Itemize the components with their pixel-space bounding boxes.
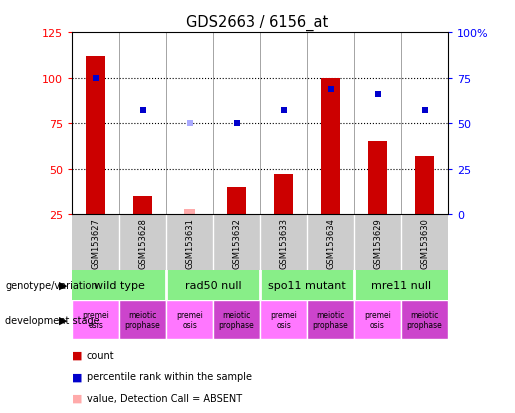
- Text: GSM153634: GSM153634: [326, 217, 335, 268]
- Bar: [166, 300, 213, 339]
- Text: meiotic
prophase: meiotic prophase: [407, 310, 442, 330]
- Text: ■: ■: [72, 393, 82, 403]
- Bar: [119, 300, 166, 339]
- Text: GSM153632: GSM153632: [232, 217, 241, 268]
- Text: ■: ■: [72, 350, 82, 360]
- Text: value, Detection Call = ABSENT: value, Detection Call = ABSENT: [87, 393, 242, 403]
- Bar: [260, 300, 307, 339]
- Text: GSM153630: GSM153630: [420, 217, 429, 268]
- Text: percentile rank within the sample: percentile rank within the sample: [87, 371, 251, 381]
- Text: premei
osis: premei osis: [82, 310, 109, 330]
- Text: premei
osis: premei osis: [176, 310, 203, 330]
- Text: GSM153633: GSM153633: [279, 217, 288, 268]
- Bar: [368, 142, 387, 215]
- Text: premei
osis: premei osis: [270, 310, 297, 330]
- Text: ▶: ▶: [59, 315, 67, 325]
- Text: meiotic
prophase: meiotic prophase: [313, 310, 349, 330]
- Text: premei
osis: premei osis: [364, 310, 391, 330]
- Text: genotype/variation: genotype/variation: [5, 280, 98, 290]
- Text: GSM153629: GSM153629: [373, 217, 382, 268]
- Text: ■: ■: [72, 371, 82, 381]
- Text: count: count: [87, 350, 114, 360]
- Text: meiotic
prophase: meiotic prophase: [219, 310, 254, 330]
- Bar: [133, 197, 152, 215]
- Bar: [321, 78, 340, 215]
- Bar: [227, 188, 246, 215]
- Text: GSM153631: GSM153631: [185, 217, 194, 268]
- Text: meiotic
prophase: meiotic prophase: [125, 310, 161, 330]
- Text: ▶: ▶: [59, 280, 67, 290]
- Bar: [401, 300, 448, 339]
- Text: GSM153627: GSM153627: [91, 217, 100, 268]
- Text: rad50 null: rad50 null: [185, 280, 242, 290]
- Text: spo11 mutant: spo11 mutant: [268, 280, 346, 290]
- Text: development stage: development stage: [5, 315, 100, 325]
- Bar: [86, 57, 105, 215]
- Bar: [415, 157, 434, 215]
- Bar: [72, 300, 119, 339]
- Bar: [184, 209, 195, 215]
- Bar: [354, 300, 401, 339]
- Bar: [213, 300, 260, 339]
- Text: GDS2663 / 6156_at: GDS2663 / 6156_at: [186, 14, 329, 31]
- Bar: [307, 300, 354, 339]
- Text: wild type: wild type: [94, 280, 145, 290]
- Text: GSM153628: GSM153628: [138, 217, 147, 268]
- Text: mre11 null: mre11 null: [371, 280, 431, 290]
- Bar: [274, 175, 293, 215]
